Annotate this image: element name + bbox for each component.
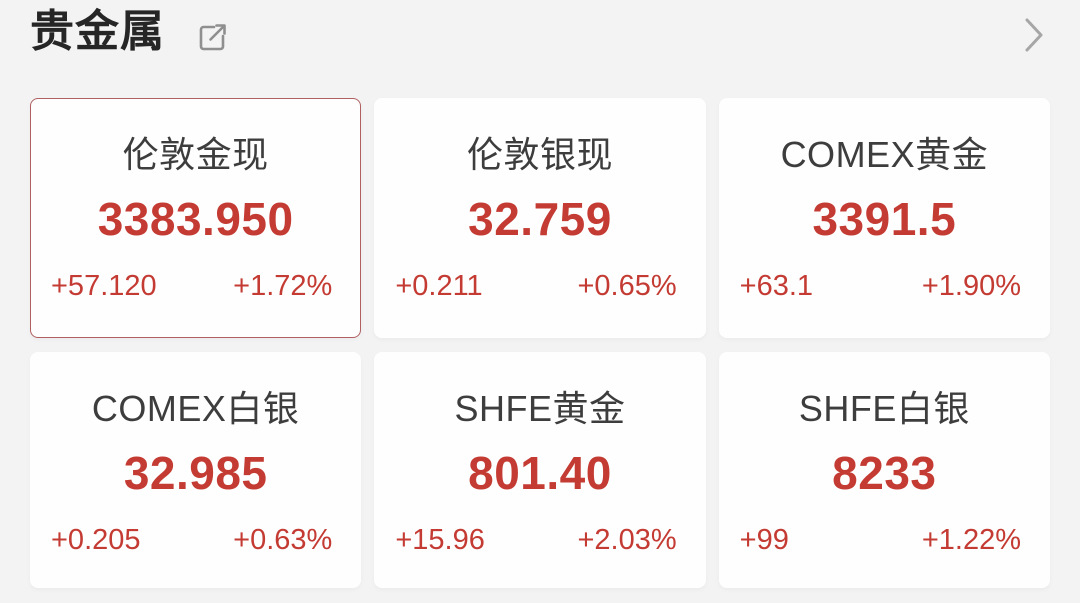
change-amount: +99 [739,524,789,556]
change-percent: +1.90% [921,270,1021,302]
quote-card-shfe-silver[interactable]: SHFE白银 8233 +99 +1.22% [718,352,1050,588]
price-value: 3383.950 [97,193,294,245]
quote-card-london-gold[interactable]: 伦敦金现 3383.950 +57.120 +1.72% [30,98,362,338]
instrument-name: SHFE黄金 [454,388,626,429]
section-header: 贵金属 [0,0,1080,98]
change-row: +99 +1.22% [720,523,1049,557]
price-value: 32.985 [123,447,268,499]
price-value: 801.40 [468,447,612,499]
price-value: 32.759 [468,193,612,245]
change-percent: +0.65% [577,270,677,302]
price-value: 8233 [832,447,937,499]
change-amount: +57.120 [51,270,157,302]
instrument-name: COMEX白银 [91,388,300,429]
page-title: 贵金属 [30,7,165,56]
quote-card-shfe-gold[interactable]: SHFE黄金 801.40 +15.96 +2.03% [374,352,706,588]
change-row: +57.120 +1.72% [31,269,360,303]
share-icon[interactable] [196,20,230,54]
change-row: +63.1 +1.90% [720,269,1049,303]
change-percent: +1.72% [233,270,333,302]
change-row: +0.205 +0.63% [31,523,360,557]
change-amount: +15.96 [395,524,485,556]
instrument-name: 伦敦银现 [466,134,613,175]
instrument-name: 伦敦金现 [122,134,269,175]
change-percent: +2.03% [577,524,677,556]
change-percent: +0.63% [233,524,333,556]
instrument-name: SHFE白银 [798,388,970,429]
chevron-right-icon[interactable] [1022,16,1046,54]
change-amount: +63.1 [739,270,814,302]
quote-grid: 伦敦金现 3383.950 +57.120 +1.72% 伦敦银现 32.759… [30,98,1050,588]
change-row: +15.96 +2.03% [375,523,704,557]
quote-card-london-silver[interactable]: 伦敦银现 32.759 +0.211 +0.65% [374,98,706,338]
change-amount: +0.205 [51,524,141,556]
price-value: 3391.5 [812,193,957,245]
change-amount: +0.211 [395,270,483,302]
quote-card-comex-gold[interactable]: COMEX黄金 3391.5 +63.1 +1.90% [718,98,1050,338]
change-percent: +1.22% [921,524,1021,556]
change-row: +0.211 +0.65% [375,269,704,303]
quote-card-comex-silver[interactable]: COMEX白银 32.985 +0.205 +0.63% [30,352,362,588]
instrument-name: COMEX黄金 [780,134,989,175]
